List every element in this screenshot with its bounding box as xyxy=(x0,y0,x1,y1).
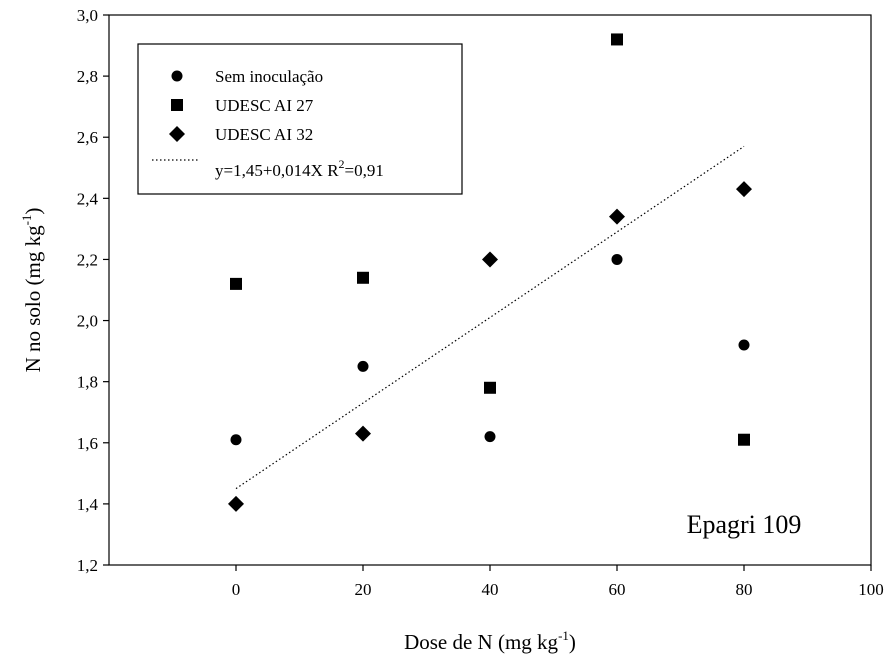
legend-markers xyxy=(169,70,185,142)
legend-label-trendline: y=1,45+0,014X R2=0,91 xyxy=(215,157,384,180)
legend-marker-udesc-ai-32 xyxy=(169,126,185,142)
y-axis: 1,2 1,4 1,6 1,8 2,0 2,2 2,4 2,6 2,8 3,0 xyxy=(77,6,109,575)
legend: Sem inoculação UDESC AI 27 UDESC AI 32 y… xyxy=(137,43,463,195)
x-tick-label: 80 xyxy=(736,580,753,599)
data-point-udesc-ai-27 xyxy=(738,433,750,446)
data-point-udesc-ai-27 xyxy=(611,33,623,46)
y-tick-label: 2,4 xyxy=(77,189,99,208)
data-point-sem-inocula-o xyxy=(738,339,750,351)
y-tick-label: 1,2 xyxy=(77,556,98,575)
y-tick-label: 1,4 xyxy=(77,495,99,514)
y-tick-label: 2,2 xyxy=(77,250,98,269)
cultivar-annotation: Epagri 109 xyxy=(687,510,802,539)
y-tick-label: 1,8 xyxy=(77,373,98,392)
legend-label-udesc-ai-32: UDESC AI 32 xyxy=(215,125,313,144)
y-tick-label: 2,8 xyxy=(77,67,98,86)
x-axis-title: Dose de N (mg kg-1) xyxy=(404,628,576,654)
y-axis-title: N no solo (mg kg-1) xyxy=(19,208,45,373)
data-point-udesc-ai-27 xyxy=(230,277,242,290)
data-point-udesc-ai-32 xyxy=(482,251,498,268)
data-point-udesc-ai-32 xyxy=(228,495,244,512)
x-tick-label: 20 xyxy=(355,580,372,599)
data-point-udesc-ai-32 xyxy=(355,425,371,442)
data-point-udesc-ai-32 xyxy=(736,181,752,198)
x-tick-label: 100 xyxy=(858,580,884,599)
data-point-udesc-ai-27 xyxy=(357,271,369,284)
data-point-udesc-ai-27 xyxy=(484,381,496,394)
data-point-udesc-ai-32 xyxy=(609,208,625,225)
data-point-sem-inocula-o xyxy=(357,360,369,372)
y-tick-label: 2,6 xyxy=(77,128,98,147)
x-tick-label: 40 xyxy=(482,580,499,599)
legend-marker-udesc-ai-27 xyxy=(171,99,183,111)
data-points xyxy=(228,33,752,512)
y-tick-label: 2,0 xyxy=(77,312,98,331)
legend-label-udesc-ai-27: UDESC AI 27 xyxy=(215,96,314,115)
x-tick-label: 60 xyxy=(609,580,626,599)
data-point-sem-inocula-o xyxy=(484,431,496,443)
data-point-sem-inocula-o xyxy=(230,434,242,446)
legend-label-sem-inoculacao: Sem inoculação xyxy=(215,67,323,86)
y-tick-label: 1,6 xyxy=(77,434,98,453)
legend-box xyxy=(137,43,463,195)
x-axis: 0 20 40 60 80 100 xyxy=(232,565,884,599)
data-point-sem-inocula-o xyxy=(611,253,623,265)
y-tick-label: 3,0 xyxy=(77,6,98,25)
legend-marker-sem-inocula-o xyxy=(171,70,183,82)
x-tick-label: 0 xyxy=(232,580,241,599)
